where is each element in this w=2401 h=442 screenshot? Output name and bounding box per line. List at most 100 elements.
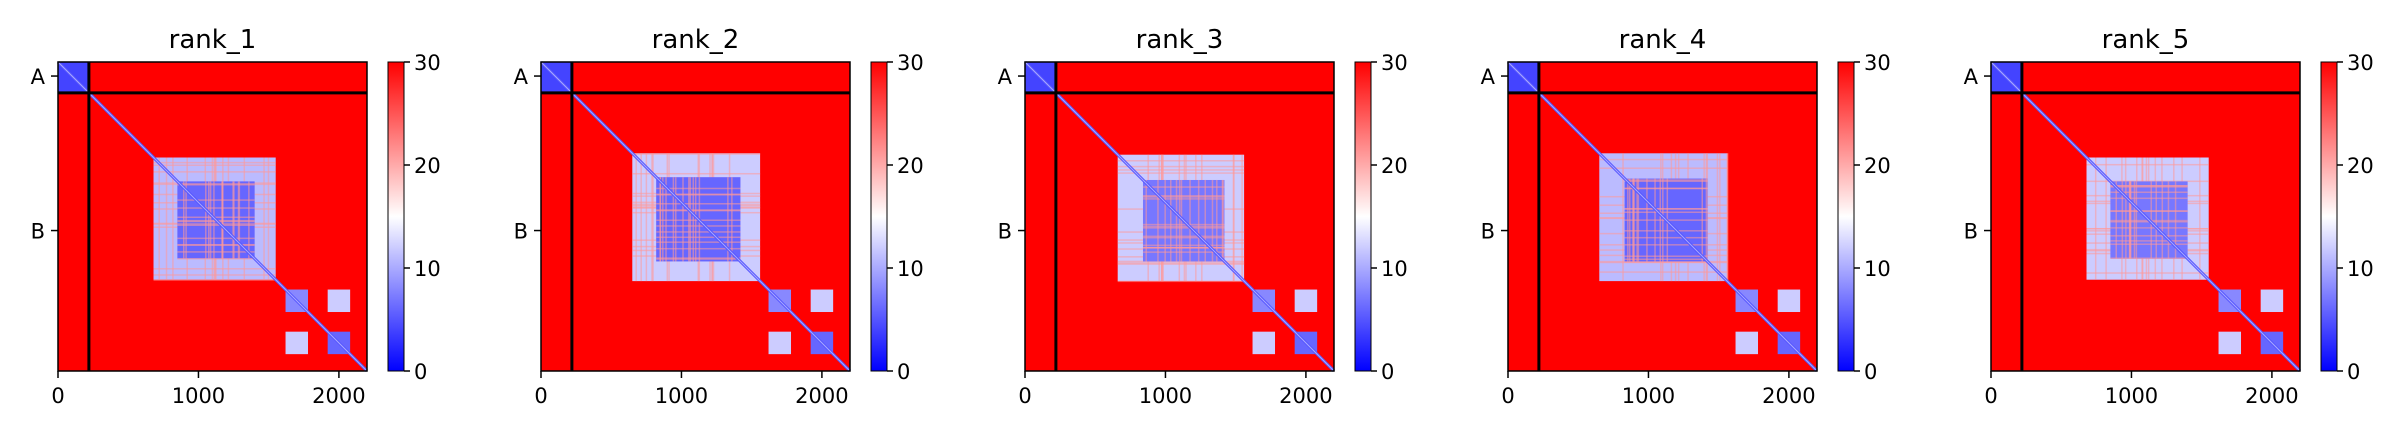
y-tick-label: A [1964, 65, 1979, 89]
heatmap-stripe [1222, 179, 1224, 262]
heatmap-stripe [177, 216, 255, 219]
heatmap-stripe [1117, 169, 1245, 171]
heatmap-stripe [2110, 185, 2188, 187]
panel-2: rank_2 0 1000 2000 A B 0 10 20 30 [514, 25, 924, 408]
heatmap-stripe [1142, 223, 1225, 226]
heatmap-stripe [2105, 157, 2107, 280]
axes-frame [1507, 61, 1818, 372]
axes-frame [540, 61, 851, 372]
colorbar-tick-label: 10 [897, 257, 924, 281]
colorbar-tick-label: 20 [1864, 154, 1891, 178]
heatmap-diagonal-halo [57, 61, 368, 372]
heatmap-stripe [656, 231, 741, 233]
heatmap-block [2021, 62, 2300, 93]
heatmap-stripe [675, 177, 677, 262]
heatmap-block [2260, 289, 2284, 313]
heatmap-stripe [656, 225, 741, 227]
heatmap-stripe [263, 157, 265, 280]
heatmap-stripe [1624, 187, 1708, 190]
heatmap-stripe [1142, 225, 1225, 228]
colorbar [1354, 61, 1372, 372]
heatmap-stripe [1232, 154, 1235, 282]
colorbar [1837, 61, 1855, 372]
x-tick-label: 0 [1018, 384, 1031, 408]
heatmap-stripe [177, 223, 255, 225]
heatmap-stripe [207, 181, 210, 259]
heatmap-stripe [1189, 179, 1191, 262]
heatmap-stripe [1142, 196, 1225, 198]
heatmap-stripe [656, 203, 741, 205]
axes-frame [1990, 61, 2301, 372]
heatmap-stripe [2110, 210, 2188, 212]
heatmap-stripe [1180, 179, 1183, 262]
heatmap-stripe [2110, 227, 2188, 229]
heatmap-stripe [1117, 160, 1245, 162]
heatmap-stripe [1178, 179, 1181, 262]
heatmap-stripe [1142, 236, 1225, 239]
x-tick-label: 1000 [2105, 384, 2158, 408]
heatmap-stripe [165, 157, 168, 280]
heatmap-stripe [1624, 180, 1708, 182]
colorbar-tick-label: 0 [897, 360, 910, 384]
x-tick-label: 2000 [1279, 384, 1332, 408]
heatmap-block [1735, 331, 1759, 355]
x-tick-label: 1000 [1139, 384, 1192, 408]
heatmap-stripe [651, 153, 653, 282]
heatmap-block [327, 289, 351, 313]
heatmap-stripe [1716, 153, 1719, 282]
heatmap-stripe [2199, 157, 2201, 280]
panel-1: rank_1 0 1000 2000 A B 0 10 20 30 [31, 25, 441, 408]
heatmap-stripe [2110, 243, 2188, 245]
heatmap-stripe [177, 258, 255, 260]
heatmap-stripe [2110, 197, 2188, 200]
heatmap-stripe [177, 251, 255, 253]
heatmap-stripe [656, 257, 741, 259]
heatmap-stripe [172, 157, 174, 280]
heatmap-block [1538, 62, 1817, 93]
colorbar-tick-label: 20 [897, 154, 924, 178]
colorbar-tick-label: 30 [414, 51, 441, 75]
x-tick-label: 2000 [795, 384, 848, 408]
heatmap-block [571, 62, 850, 93]
y-tick-label: B [998, 220, 1012, 244]
heatmap-stripe [665, 177, 667, 262]
heatmap-block [285, 331, 309, 355]
heatmap-stripe [1204, 179, 1206, 262]
heatmap-stripe [2110, 186, 2188, 188]
heatmap-stripe [1624, 244, 1708, 246]
colorbar-tick-label: 20 [1381, 154, 1408, 178]
heatmap-stripe [177, 183, 255, 185]
panel-title: rank_4 [1619, 25, 1707, 55]
colorbar-tick-label: 0 [2347, 360, 2360, 384]
x-tick-label: 2000 [1762, 384, 1815, 408]
heatmap-stripe [2086, 272, 2209, 274]
heatmap-stripe [1170, 179, 1172, 262]
x-tick-label: 1000 [655, 384, 708, 408]
heatmap-block [88, 62, 368, 93]
colorbar [870, 61, 888, 372]
heatmap-stripe [1624, 261, 1708, 263]
heatmap-stripe [2086, 163, 2209, 166]
heatmap-block [1294, 289, 1318, 313]
heatmap-stripe [2125, 181, 2127, 259]
heatmap-stripe [1157, 179, 1159, 262]
axes-frame [1024, 61, 1335, 372]
heatmap-stripe [177, 207, 255, 209]
heatmap-stripe [1216, 179, 1218, 262]
x-tick-label: 1000 [1622, 384, 1675, 408]
heatmap-stripe [1117, 262, 1245, 264]
colorbar-tick-label: 0 [1381, 360, 1394, 384]
heatmap-block [2218, 331, 2242, 355]
colorbar-tick-label: 10 [1381, 257, 1408, 281]
heatmap-block [1055, 62, 1334, 93]
heatmap-stripe [635, 153, 637, 282]
heatmap-stripe [1726, 153, 1729, 282]
heatmap-stripe [177, 184, 255, 186]
panel-5: rank_5 0 1000 2000 A B 0 10 20 30 [1964, 25, 2374, 408]
panel-title: rank_5 [2102, 25, 2190, 55]
heatmap-stripe [1624, 230, 1708, 232]
heatmap-stripe [2110, 240, 2188, 242]
heatmap-stripe [177, 237, 255, 240]
